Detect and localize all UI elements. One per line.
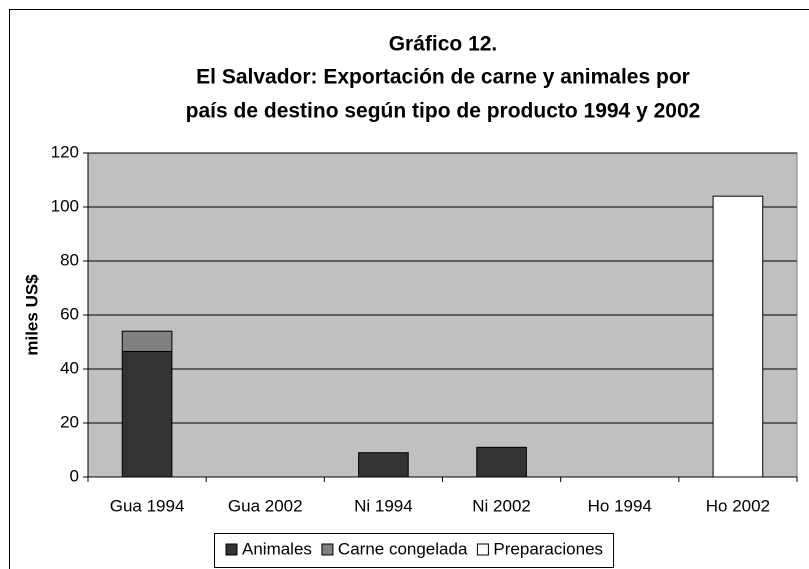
x-tick-label: Ho 1994 bbox=[588, 496, 652, 515]
y-tick-label: 40 bbox=[60, 358, 79, 377]
bar bbox=[358, 452, 409, 478]
y-tick-label: 120 bbox=[51, 142, 79, 161]
legend-label: Preparaciones bbox=[493, 539, 603, 558]
x-tick-label: Gua 1994 bbox=[110, 496, 185, 515]
bar bbox=[121, 330, 173, 352]
legend-swatch bbox=[321, 543, 334, 556]
bar bbox=[712, 195, 764, 478]
x-tick-label: Ho 2002 bbox=[706, 496, 770, 515]
y-tick-label: 0 bbox=[70, 466, 79, 485]
y-tick-label: 100 bbox=[51, 196, 79, 215]
x-tick-label: Ni 1994 bbox=[354, 496, 413, 515]
y-tick-label: 60 bbox=[60, 304, 79, 323]
y-axis-label: miles US$ bbox=[22, 274, 41, 356]
legend-box bbox=[214, 533, 615, 568]
legend-swatch bbox=[476, 543, 489, 556]
legend-label: Carne congelada bbox=[338, 539, 468, 558]
legend-swatch bbox=[225, 543, 238, 556]
chart-title: El Salvador: Exportación de carne y anim… bbox=[196, 66, 690, 89]
bar bbox=[121, 350, 173, 478]
x-tick-label: Gua 2002 bbox=[228, 496, 303, 515]
legend-label: Animales bbox=[242, 539, 312, 558]
chart-title: Gráfico 12. bbox=[389, 33, 498, 56]
bar bbox=[476, 446, 527, 478]
chart-title: país de destino según tipo de producto 1… bbox=[186, 100, 701, 123]
y-tick-label: 80 bbox=[60, 250, 79, 269]
y-tick-label: 20 bbox=[60, 412, 79, 431]
x-tick-label: Ni 2002 bbox=[472, 496, 531, 515]
